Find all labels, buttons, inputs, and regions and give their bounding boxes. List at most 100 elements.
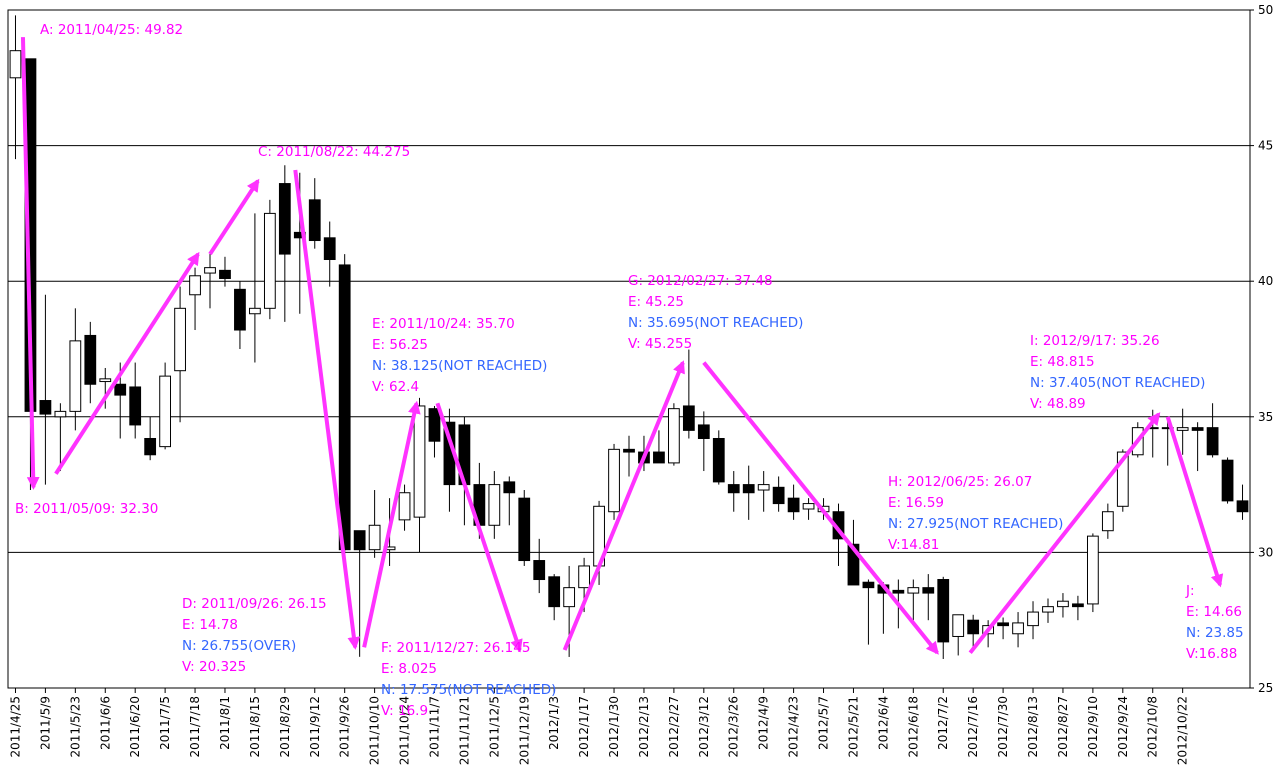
annotation-line: N: 27.925(NOT REACHED) bbox=[888, 516, 1063, 532]
candle bbox=[84, 321, 97, 404]
annotation-line: E: 16.59 bbox=[888, 495, 944, 511]
candle bbox=[1042, 598, 1054, 623]
candle bbox=[1086, 533, 1099, 613]
candle bbox=[263, 199, 276, 320]
candle-body-up bbox=[668, 408, 680, 464]
candle-body-up bbox=[757, 484, 770, 491]
candle-body-up bbox=[368, 524, 381, 551]
annotation-line: V: 20.325 bbox=[182, 659, 246, 675]
x-tick-label: 2012/6/18 bbox=[906, 696, 920, 758]
candle bbox=[353, 530, 366, 657]
annotation-line: H: 2012/06/25: 26.07 bbox=[888, 474, 1032, 490]
candle bbox=[144, 416, 157, 461]
annotation-f: F: 2011/12/27: 26.145 E: 8.025 N: 17.575(N… bbox=[381, 640, 556, 719]
candle-body-up bbox=[488, 484, 501, 526]
candle-body-up bbox=[608, 448, 620, 513]
candle-body-down bbox=[653, 451, 665, 464]
candle bbox=[653, 430, 665, 464]
candle bbox=[308, 178, 321, 249]
candle-body-down bbox=[787, 497, 800, 513]
wave-annotations: A: 2011/04/25: 49.82 B: 2011/05/09: 32.30… bbox=[15, 22, 1244, 719]
annotation-d: D: 2011/09/26: 26.15 E: 14.78 N: 26.755(OV… bbox=[182, 596, 327, 675]
candle bbox=[398, 484, 411, 531]
y-tick-label: 40 bbox=[1258, 274, 1273, 288]
candle-body-down bbox=[323, 237, 336, 261]
x-tick-label: 2011/10/24 bbox=[398, 696, 412, 765]
trend-arrow bbox=[562, 360, 685, 651]
candle bbox=[54, 403, 67, 472]
candle bbox=[189, 267, 201, 331]
candle-body-up bbox=[99, 378, 112, 383]
x-tick-label: 2012/1/17 bbox=[577, 696, 591, 758]
candle-body-up bbox=[189, 275, 201, 296]
candle bbox=[234, 281, 246, 349]
candle bbox=[159, 362, 172, 450]
x-tick-label: 2012/5/21 bbox=[846, 696, 860, 758]
candle-body-up bbox=[9, 50, 22, 79]
x-tick-label: 2011/12/19 bbox=[517, 696, 531, 765]
candle-body-down bbox=[862, 581, 875, 589]
annotation-line: E: 14.66 bbox=[1186, 604, 1242, 620]
trend-arrow bbox=[968, 412, 1161, 654]
trend-arrow bbox=[362, 400, 421, 648]
candle bbox=[413, 397, 426, 553]
candle bbox=[967, 614, 980, 651]
x-tick-label: 2012/3/12 bbox=[697, 696, 711, 758]
candle bbox=[952, 614, 965, 656]
y-tick-label: 35 bbox=[1258, 410, 1273, 424]
candle-body-down bbox=[1236, 500, 1249, 513]
x-tick-label: 2011/8/15 bbox=[248, 696, 262, 758]
candle bbox=[9, 15, 22, 160]
candle bbox=[787, 484, 800, 520]
x-tick-label: 2012/3/26 bbox=[727, 696, 741, 758]
candle-body-up bbox=[1176, 427, 1189, 431]
candle bbox=[1072, 595, 1084, 621]
candle bbox=[922, 574, 935, 621]
annotation-g: G: 2012/02/27: 37.48 E: 45.25 N: 35.695(NO… bbox=[628, 273, 803, 352]
candle bbox=[697, 411, 710, 472]
candle-body-down bbox=[129, 386, 142, 426]
annotation-line: V:14.81 bbox=[888, 537, 939, 553]
x-tick-label: 2011/7/18 bbox=[188, 696, 202, 758]
annotation-line: N: 38.125(NOT REACHED) bbox=[372, 358, 547, 374]
x-tick-label: 2011/12/5 bbox=[487, 696, 501, 758]
annotation-line: N: 37.405(NOT REACHED) bbox=[1030, 375, 1205, 391]
trend-arrow bbox=[702, 361, 939, 655]
candle-body-down bbox=[1072, 603, 1084, 608]
annotation-line: N: 17.575(NOT REACHED) bbox=[381, 682, 556, 698]
candle bbox=[1012, 612, 1024, 648]
candle-body-down bbox=[533, 560, 546, 581]
x-tick-label: 2012/8/27 bbox=[1056, 696, 1070, 758]
candle bbox=[937, 576, 950, 659]
candle bbox=[757, 471, 770, 512]
candle-body-up bbox=[1086, 535, 1099, 605]
annotation-line: E: 14.78 bbox=[182, 617, 238, 633]
candle bbox=[69, 308, 82, 431]
annotation-line: V: 62.4 bbox=[372, 379, 419, 395]
candle bbox=[518, 490, 531, 566]
x-tick-label: 2012/1/30 bbox=[607, 696, 621, 758]
candle-body-up bbox=[802, 503, 815, 510]
candle-body-up bbox=[1042, 606, 1054, 613]
annotation-line: F: 2011/12/27: 26.145 bbox=[381, 640, 530, 656]
candle bbox=[623, 435, 635, 477]
annotation-j: J: E: 14.66 N: 23.85 V:16.88 bbox=[1185, 583, 1244, 662]
y-axis: 25 30 35 40 45 50 bbox=[1250, 3, 1273, 695]
y-tick-label: 45 bbox=[1258, 139, 1273, 153]
annotation-line: A: 2011/04/25: 49.82 bbox=[40, 22, 183, 38]
candle bbox=[1057, 593, 1069, 618]
x-tick-label: 2012/9/10 bbox=[1086, 696, 1100, 758]
candle-body-down bbox=[892, 589, 905, 594]
x-tick-label: 2012/7/16 bbox=[966, 696, 980, 758]
candle-body-down bbox=[1206, 427, 1219, 456]
x-tick-label: 2011/5/9 bbox=[38, 696, 52, 750]
candle bbox=[997, 617, 1009, 640]
candle bbox=[727, 471, 740, 512]
trend-arrows bbox=[20, 37, 1224, 655]
trend-arrow bbox=[1165, 416, 1224, 588]
annotation-line: E: 8.025 bbox=[381, 661, 437, 677]
x-tick-label: 2012/10/8 bbox=[1146, 696, 1160, 758]
candle-body-up bbox=[69, 340, 82, 412]
candle bbox=[249, 213, 261, 363]
